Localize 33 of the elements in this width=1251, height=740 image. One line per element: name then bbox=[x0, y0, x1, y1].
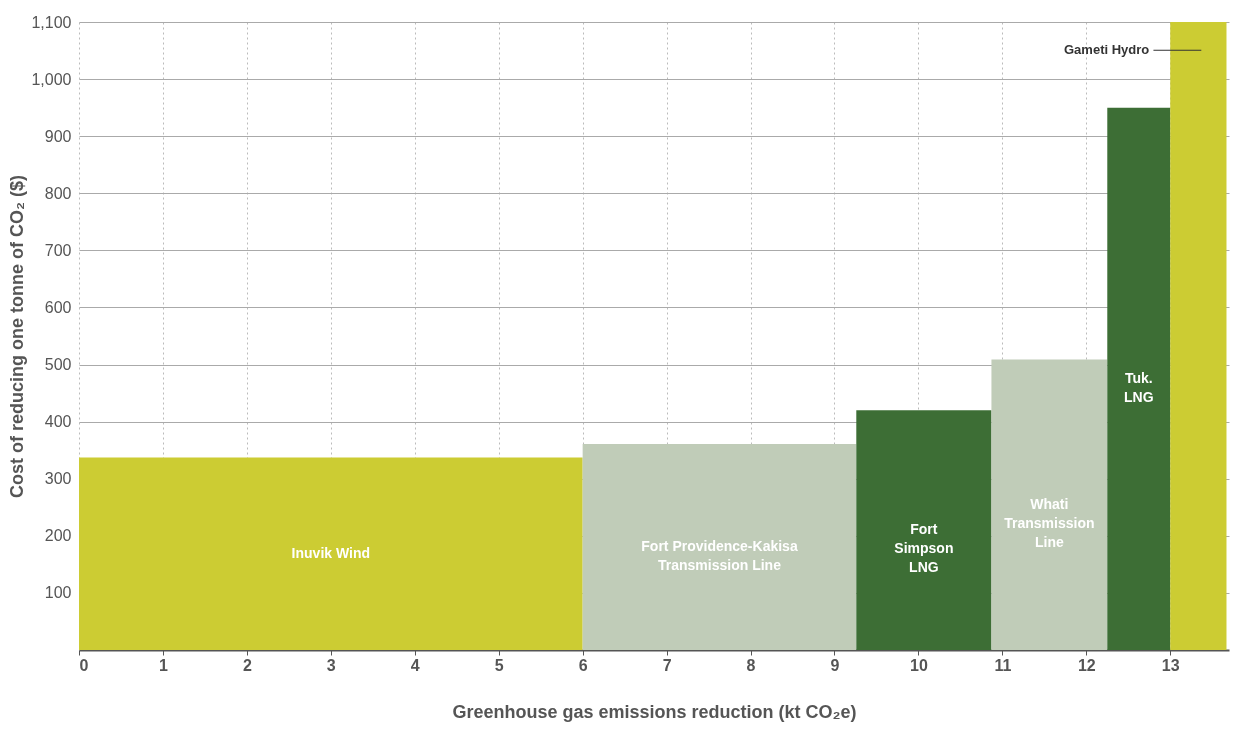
series-label: Gameti Hydro bbox=[1064, 42, 1150, 58]
x-tick-label: 11 bbox=[994, 656, 1012, 674]
x-tick-label: 13 bbox=[1161, 656, 1180, 674]
y-tick-label: 1,100 bbox=[31, 13, 72, 31]
series-label: Fort Providence-Kakisa Transmission Line bbox=[641, 537, 798, 573]
series-label: Inuvik Wind bbox=[291, 544, 371, 561]
y-tick-label: 400 bbox=[44, 413, 72, 431]
x-tick-label: 5 bbox=[494, 656, 504, 674]
y-tick-label: 800 bbox=[44, 184, 72, 202]
x-tick-label: 10 bbox=[910, 656, 928, 674]
x-axis-title: Greenhouse gas emissions reduction (kt CO₂e) bbox=[452, 701, 857, 722]
x-tick-label: 8 bbox=[746, 656, 756, 674]
series-label: Tuk. LNG bbox=[1123, 369, 1154, 405]
x-tick-label: 2 bbox=[242, 656, 252, 674]
y-tick-label: 900 bbox=[44, 127, 72, 145]
x-tick-label: 1 bbox=[158, 656, 168, 674]
y-tick-label: 300 bbox=[44, 470, 72, 488]
y-tick-label: 200 bbox=[44, 527, 72, 545]
x-tick-label: 7 bbox=[662, 656, 672, 674]
y-tick-label: 600 bbox=[44, 298, 72, 316]
y-tick-label: 500 bbox=[44, 356, 72, 374]
series-label: Whati Transmission Line bbox=[1004, 495, 1095, 550]
y-tick-label: 1,000 bbox=[31, 70, 72, 88]
x-tick-label: 9 bbox=[830, 656, 840, 674]
x-tick-label: 0 bbox=[79, 656, 89, 674]
x-tick-label: 12 bbox=[1077, 656, 1096, 674]
x-tick-label: 4 bbox=[410, 656, 420, 674]
y-tick-label: 700 bbox=[44, 241, 72, 259]
x-tick-label: 6 bbox=[578, 656, 588, 674]
y-tick-label: 100 bbox=[44, 584, 72, 602]
x-tick-label: 3 bbox=[326, 656, 336, 674]
y-axis-title: Cost of reducing one tonne of CO₂ ($) bbox=[7, 175, 28, 498]
series-label: Fort Simpson LNG bbox=[894, 521, 954, 576]
